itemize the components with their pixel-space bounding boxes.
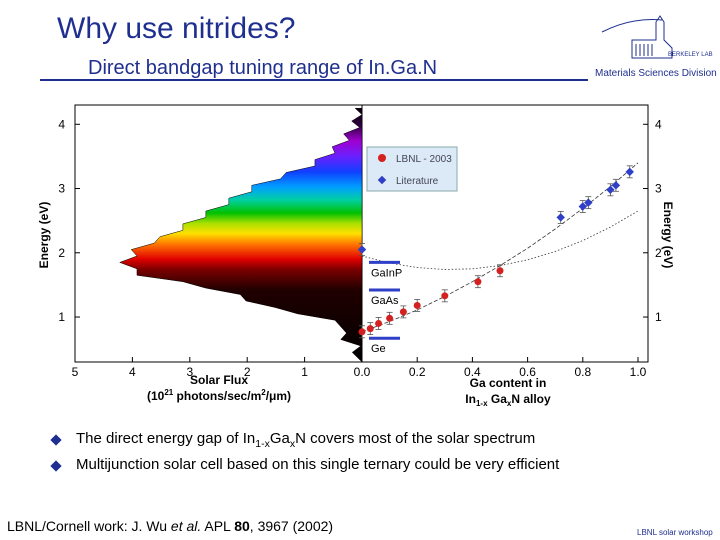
data-point-lbnl bbox=[366, 325, 374, 333]
x-tick-label-left: 4 bbox=[129, 365, 136, 379]
y-tick-label-left: 2 bbox=[58, 246, 65, 260]
left-x-axis-label: Solar Flux bbox=[190, 373, 248, 387]
y-tick-label-left: 4 bbox=[58, 117, 65, 131]
citation-footer: LBNL/Cornell work: J. Wu et al. APL 80, … bbox=[7, 518, 334, 534]
left-x-axis-units: (1021 photons/sec/m2/μm) bbox=[147, 388, 291, 403]
right-x-axis-label-line1: Ga content in bbox=[470, 376, 547, 390]
y-axis-left-label: Energy (eV) bbox=[37, 202, 51, 269]
x-tick-label-left: 3 bbox=[186, 365, 193, 379]
data-point-lbnl bbox=[413, 301, 421, 309]
y-tick-label-right: 3 bbox=[655, 182, 662, 196]
x-tick-label-right: 0.6 bbox=[519, 365, 536, 379]
slide-subtitle: Direct bandgap tuning range of In.Ga.N bbox=[88, 57, 438, 79]
bullet-text-2: Multijunction solar cell based on this s… bbox=[76, 456, 560, 473]
material-label-gainp: GaInP bbox=[371, 267, 402, 279]
legend-label-literature: Literature bbox=[396, 176, 439, 187]
x-tick-label-left: 1 bbox=[301, 365, 308, 379]
legend-marker-lbnl bbox=[378, 154, 386, 162]
y-tick-label-right: 4 bbox=[655, 117, 662, 131]
data-point-lbnl bbox=[386, 314, 394, 322]
slide-title: Why use nitrides? bbox=[57, 12, 296, 45]
data-point-lbnl bbox=[375, 319, 383, 327]
y-tick-label-left: 3 bbox=[58, 182, 65, 196]
solar-spectrum-fill bbox=[119, 107, 363, 363]
bandgap-chart: GaInP GaAs Ge 1 1 2 2 3 3 4 4 5 4 3 2 1 0.0 0.2 0.4 0.6 0.8… bbox=[37, 104, 675, 408]
legend-marker-literature bbox=[377, 175, 387, 185]
title-rule bbox=[40, 79, 588, 81]
y-tick-label-left: 1 bbox=[58, 310, 65, 324]
x-tick-label-right: 0.4 bbox=[464, 365, 481, 379]
x-tick-label-left: 0.0 bbox=[354, 365, 371, 379]
logo-division-label: Materials Sciences Division bbox=[595, 68, 717, 79]
workshop-footer: LBNL solar workshop bbox=[637, 528, 713, 537]
diamond-bullet-icon bbox=[50, 434, 62, 446]
right-plot-frame bbox=[361, 104, 649, 363]
y-axis-right-label: Energy (eV) bbox=[661, 202, 675, 269]
x-tick-label-left: 5 bbox=[72, 365, 79, 379]
x-tick-label-right: 0.2 bbox=[409, 365, 426, 379]
logo-building-icon bbox=[601, 15, 673, 59]
right-x-axis-label-line2: In1-x GaxN alloy bbox=[465, 392, 551, 408]
logo-text: BERKELEY LAB bbox=[668, 52, 713, 58]
data-point-literature bbox=[357, 245, 367, 254]
chart-legend: LBNL - 2003 Literature bbox=[366, 146, 458, 192]
data-point-lbnl bbox=[399, 308, 407, 316]
x-tick-label-left: 2 bbox=[244, 365, 251, 379]
y-tick-label-right: 1 bbox=[655, 310, 662, 324]
material-label-gaas: GaAs bbox=[371, 295, 399, 307]
y-tick-label-right: 2 bbox=[655, 246, 662, 260]
material-label-ge: Ge bbox=[371, 343, 386, 355]
data-point-lbnl bbox=[358, 328, 366, 336]
x-tick-label-right: 1.0 bbox=[630, 365, 647, 379]
x-tick-label-right: 0.8 bbox=[574, 365, 591, 379]
diamond-bullet-icon bbox=[50, 460, 62, 472]
berkeley-lab-logo: BERKELEY LAB bbox=[601, 15, 713, 59]
data-point-lbnl bbox=[441, 292, 449, 300]
data-point-lbnl bbox=[474, 278, 482, 286]
data-point-lbnl bbox=[496, 267, 504, 275]
bullet-text-1: The direct energy gap of In1-xGaxN cover… bbox=[76, 430, 536, 450]
legend-label-lbnl: LBNL - 2003 bbox=[396, 154, 452, 165]
